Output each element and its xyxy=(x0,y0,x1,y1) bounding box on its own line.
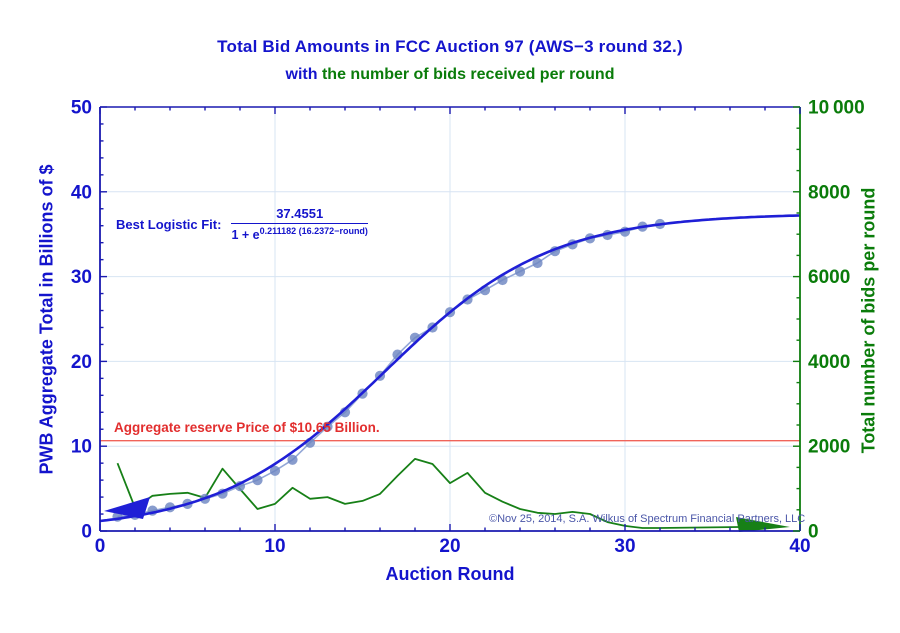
logistic-fit-curve xyxy=(99,214,801,523)
x-tick-label: 20 xyxy=(439,536,460,557)
bids-line xyxy=(116,457,741,529)
pwb-data-line xyxy=(117,223,661,518)
axis-ticks xyxy=(99,106,801,532)
x-tick-label: 30 xyxy=(614,536,635,557)
fit-curve-arrowhead-icon xyxy=(104,497,150,519)
copyright-note: ©Nov 25, 2014, S.A. Wilkus of Spectrum F… xyxy=(489,513,806,525)
pwb-data-dot xyxy=(532,257,543,269)
logistic-fit-annotation: Best Logistic Fit: 37.4551 1 + e0.211182… xyxy=(116,206,368,242)
chart-subtitle-prefix: with xyxy=(285,66,318,83)
x-tick-label: 0 xyxy=(95,536,106,557)
pwb-data-dot xyxy=(514,266,526,277)
fit-denominator-exponent: 0.211182 (16.2372−round) xyxy=(259,226,368,236)
chart-subtitle-rest: the number of bids received per round xyxy=(321,66,615,83)
tick-labels: 0 10 20 30 40010203040500200040006000800010 … xyxy=(71,98,865,558)
x-tick-label: 10 xyxy=(264,536,285,557)
y-left-tick-label: 10 xyxy=(71,437,92,458)
pwb-data-dot xyxy=(252,475,263,486)
logistic-fit-group xyxy=(99,214,801,523)
fit-label: Best Logistic Fit: xyxy=(116,216,222,232)
fit-formula-numerator: 37.4551 xyxy=(231,206,368,224)
bids-line-group xyxy=(116,457,790,532)
y-axis-left-label: PWB Aggregate Total in Billions of $ xyxy=(36,164,57,475)
y-left-tick-label: 40 xyxy=(71,182,92,203)
y-left-tick-label: 20 xyxy=(71,352,92,373)
y-right-tick-label: 8000 xyxy=(808,182,850,203)
y-left-tick-label: 50 xyxy=(71,98,92,119)
chart-subtitle: with the number of bids received per rou… xyxy=(0,66,900,84)
y-axis-right-label: Total number of bids per round xyxy=(858,187,879,454)
chart-title: Total Bid Amounts in FCC Auction 97 (AWS… xyxy=(217,37,683,56)
y-right-tick-label: 10 000 xyxy=(808,98,865,119)
y-right-tick-label: 6000 xyxy=(808,267,850,288)
pwb-data-dot xyxy=(269,465,281,476)
fit-formula-denominator: 1 + e0.211182 (16.2372−round) xyxy=(231,224,367,242)
pwb-data-dot xyxy=(322,421,333,432)
pwb-data-group xyxy=(112,218,666,522)
fit-denominator-base: 1 + e xyxy=(231,228,260,243)
pwb-data-dot xyxy=(287,454,298,465)
x-tick-label: 40 xyxy=(789,536,810,557)
y-left-tick-label: 30 xyxy=(71,267,92,288)
reserve-price-annotation: Aggregate reserve Price of $10.65 Billio… xyxy=(114,420,380,435)
y-left-tick-label: 0 xyxy=(81,522,92,543)
fit-formula-fraction: 37.4551 1 + e0.211182 (16.2372−round) xyxy=(231,206,368,242)
plot-gridlines xyxy=(100,107,800,531)
y-right-tick-label: 0 xyxy=(808,522,819,543)
x-axis-label: Auction Round xyxy=(385,564,515,584)
y-right-tick-label: 4000 xyxy=(808,352,850,373)
bids-line-arrowhead-icon xyxy=(736,517,790,532)
y-right-tick-label: 2000 xyxy=(808,437,850,458)
